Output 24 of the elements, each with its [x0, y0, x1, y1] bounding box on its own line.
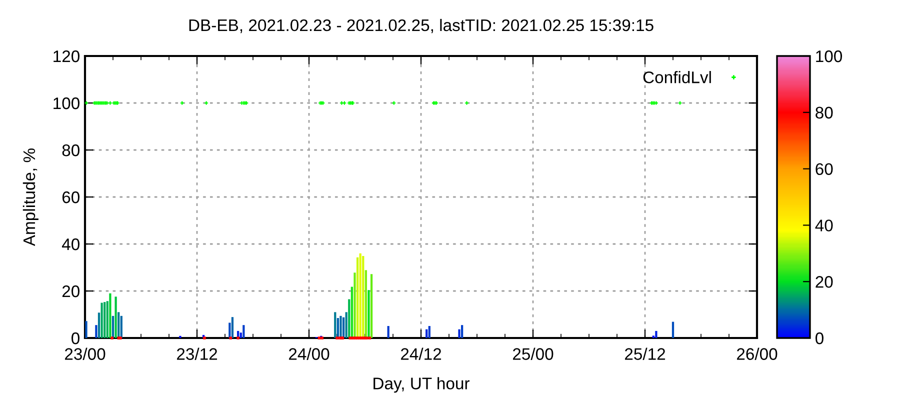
color-bar-label: 40	[815, 220, 833, 232]
x-tick-label: 26/00	[736, 348, 778, 360]
y-tick-label: 80	[62, 144, 80, 156]
color-bar-label: 20	[816, 276, 833, 288]
color-bar-label: 60	[816, 163, 833, 176]
y-axis-title: Amplitude, %	[22, 148, 38, 246]
x-tick-label: 24/00	[288, 348, 330, 360]
x-tick-label: 25/00	[512, 348, 554, 360]
x-axis-title: Day, UT hour	[374, 377, 470, 393]
x-tick-label: 24/12	[400, 348, 442, 360]
y-tick-label: 100	[54, 97, 80, 110]
y-tick-label: 120	[54, 50, 80, 62]
y-tick-label: 40	[62, 238, 80, 250]
legend-label: ConfidLvl	[643, 71, 711, 84]
y-tick-label: 0	[72, 332, 80, 344]
x-tick-label: 23/12	[176, 348, 218, 360]
color-bar-label: 100	[816, 50, 842, 62]
y-tick-label: 60	[62, 191, 80, 204]
x-tick-label: 23/00	[64, 348, 106, 360]
color-bar-label: 80	[816, 106, 833, 119]
y-tick-label: 20	[62, 285, 80, 298]
chart-title: DB-EB, 2021.02.23 - 2021.02.25, lastTID: 2021.02.25 15:39:15	[189, 18, 654, 34]
color-bar-label: 0	[816, 332, 824, 344]
x-tick-label: 25/12	[624, 348, 666, 360]
